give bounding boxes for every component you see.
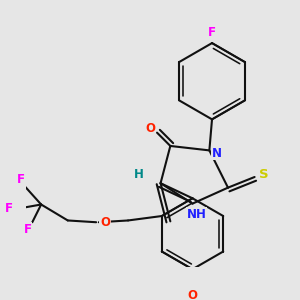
Text: F: F <box>17 173 25 186</box>
Text: NH: NH <box>187 208 207 221</box>
Text: O: O <box>100 216 110 229</box>
Text: N: N <box>212 147 221 160</box>
Text: H: H <box>134 168 144 181</box>
Text: F: F <box>5 202 13 215</box>
Text: S: S <box>259 168 268 181</box>
Text: O: O <box>145 122 155 135</box>
Text: O: O <box>188 290 197 300</box>
Text: F: F <box>24 223 32 236</box>
Text: F: F <box>208 26 216 39</box>
